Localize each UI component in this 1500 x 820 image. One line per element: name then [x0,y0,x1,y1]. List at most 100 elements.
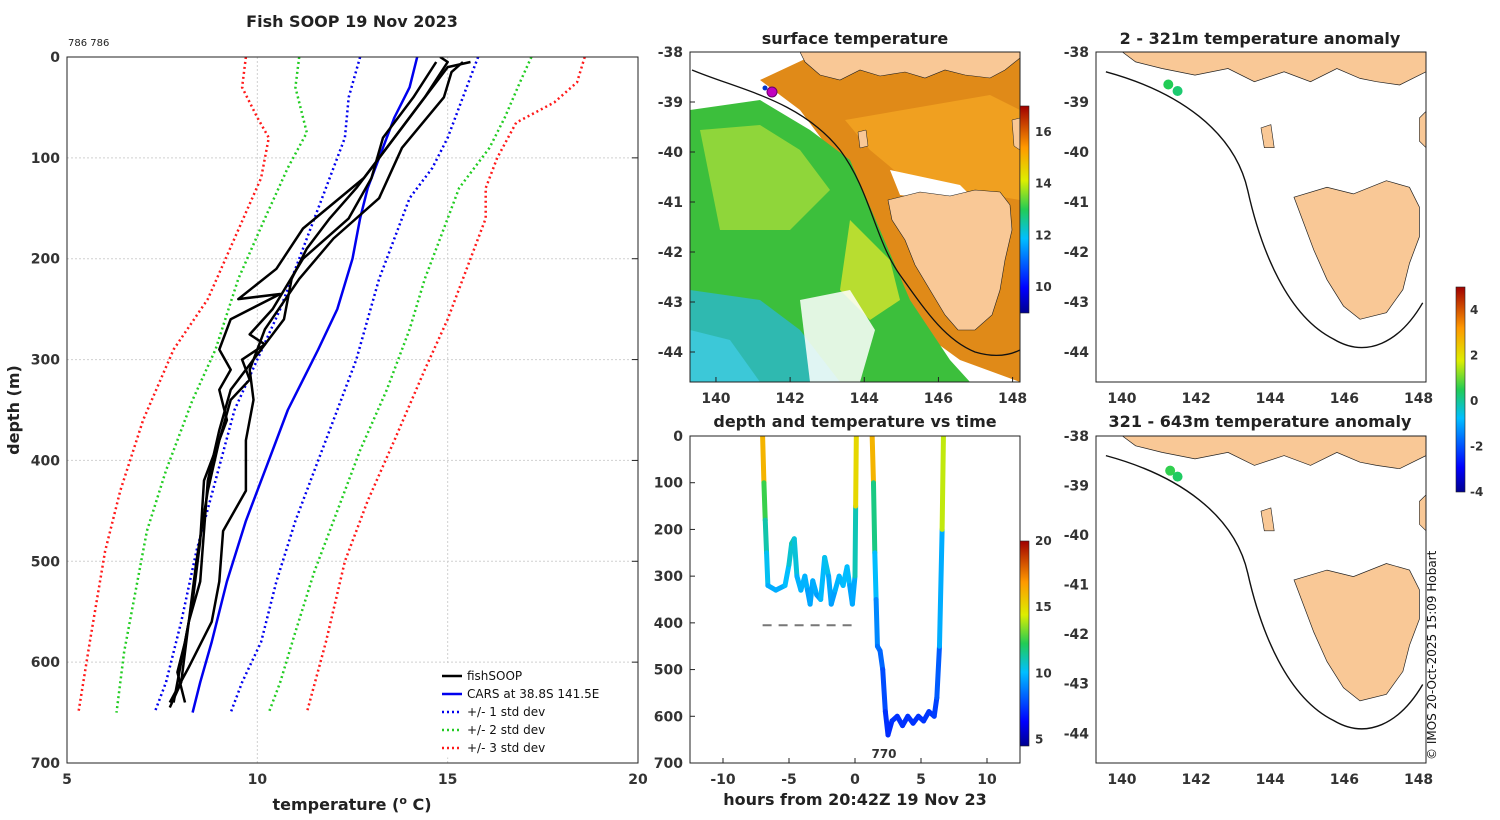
dt-track-segment [934,643,942,701]
legend-label-cars: CARS at 38.8S 141.5E [467,687,599,701]
depth-time-colorbar [1019,540,1030,747]
anom-shallow-flinders-island [1419,110,1427,149]
dt-track-segment [762,517,770,556]
anom-deep-ytick-label: -41 [1064,578,1089,594]
dt-ytick-label: 100 [654,476,683,492]
profile-series-group [77,57,586,714]
depth-time-annotation: 770 [871,747,896,761]
sst-ytick-label: -41 [658,195,683,211]
dt-xtick-label: 0 [850,772,860,788]
profile-ytick-label: 400 [31,453,60,469]
anom-cb-label: -2 [1470,439,1483,453]
dt-xtick-label: 10 [977,772,997,788]
profile-grid [66,56,639,764]
dt-ytick-label: 0 [673,429,683,445]
profile-xtick-label: 10 [248,772,268,788]
sst-tasmania [887,189,1013,331]
profile-ytick-label: 100 [31,151,60,167]
anom-deep-xtick-label: 148 [1404,772,1433,788]
dt-track-segment [761,480,768,523]
anom-deep-flinders-island [1419,494,1427,532]
profile-legend: fishSOOP CARS at 38.8S 141.5E +/- 1 std … [435,664,633,758]
legend-label-2std: +/- 2 std dev [467,723,545,737]
anom-shallow-ytick-label: -40 [1064,145,1090,161]
dt-cb-label: 20 [1035,534,1052,548]
anom-deep-king-island [1260,507,1275,532]
anom-shallow-axes-box [1095,51,1427,383]
dt-xtick-label: -10 [710,772,736,788]
legend-label-3std: +/- 3 std dev [467,741,545,755]
anom-shallow-xtick-label: 146 [1330,391,1359,407]
dt-track-segment [877,648,886,673]
dt-ytick-label: 500 [654,663,683,679]
anom-shallow-king-island [1260,124,1275,148]
sst-cb-label: 14 [1035,177,1052,191]
dt-track-segment [760,436,767,486]
dt-xtick-label: 5 [916,772,926,788]
anom-shallow-ytick-label: -39 [1064,95,1089,111]
sst-cooler-zone [690,330,760,382]
sst-warm-patch [845,95,1020,200]
depth-time-xlabel: hours from 20:42Z 19 Nov 23 [723,790,986,809]
profile-xtick-label: 5 [62,772,72,788]
depth-time-colorbar-ticks: 5 10 15 20 [1035,534,1052,746]
anom-deep-mainland [1121,435,1427,470]
dt-track-segment [870,480,878,556]
sst-map-panel: surface temperature [658,29,1052,407]
profile-series--3-std-dev [77,57,271,713]
dt-track-segment [791,536,800,579]
dt-track-segment [782,561,792,588]
dt-track-segment [852,503,859,579]
anom-deep-xtick-label: 144 [1256,772,1285,788]
dt-track-segment [939,436,946,532]
anom-deep-xtick-label: 146 [1330,772,1359,788]
anom-shallow-ytick-label: -44 [1064,345,1090,361]
depth-time-panel: depth and temperature vs time -10 -5 0 5 100… [654,412,1052,809]
dt-ytick-label: 700 [654,756,683,772]
anom-shallow-anomaly-point [1163,79,1174,90]
depth-time-series [760,436,946,738]
anom-shallow-map: 140 142 144 146 148 -38 -39 -40 -41 -42 -43 -44 [1064,45,1433,407]
anom-cb-label: -4 [1470,485,1483,499]
dt-track-segment [786,540,795,567]
sst-cb-label: 16 [1035,125,1052,139]
anom-shallow-anomaly-point [1172,86,1183,96]
anom-deep-xtick-label: 140 [1107,772,1136,788]
dt-cb-label: 5 [1035,732,1043,746]
dt-cb-label: 15 [1035,600,1052,614]
dt-track-segment [936,526,945,649]
anom-shallow-title: 2 - 321m temperature anomaly [1120,29,1401,48]
dt-ytick-label: 300 [654,569,683,585]
sst-shelf-contour [691,69,1020,356]
anomaly-colorbar-ticks: 4 2 0 -2 -4 [1470,303,1483,499]
sst-mainland [799,52,1020,81]
sst-xtick-label: 146 [924,391,953,407]
sst-cb-label: 10 [1035,280,1052,294]
anom-deep-tasmania [1293,563,1420,702]
sst-ytick-label: -40 [658,145,684,161]
profile-ytick-label: 600 [31,655,60,671]
anom-deep-shelf-contour [1105,454,1424,730]
profile-series-fishsoop-cast-3 [176,60,471,703]
anom-deep-xtick-label: 142 [1181,772,1210,788]
anom-shallow-xtick-label: 142 [1181,391,1210,407]
profile-series--2-std-dev [267,57,533,714]
anom-shallow-xtick-label: 144 [1256,391,1285,407]
anomaly-shallow-panel: 2 - 321m temperature anomaly 140 142 144 14… [1064,29,1433,407]
dt-ytick-label: 600 [654,709,683,725]
anom-cb-label: 2 [1470,348,1478,362]
dt-track-segment [869,436,876,486]
sst-colorbar [1019,105,1030,314]
anom-deep-anomaly-point [1165,465,1176,476]
sst-title: surface temperature [762,29,949,48]
copyright-label: © IMOS 20-Oct-2025 15:09 Hobart [1425,550,1439,760]
dt-track-segment [931,695,940,719]
dt-ytick-label: 400 [654,616,683,632]
anomaly-deep-panel: 321 - 643m temperature anomaly 140 142 144… [1064,412,1433,788]
anom-deep-ytick-label: -44 [1064,726,1090,742]
sst-ytick-label: -42 [658,245,683,261]
profile-ylabel: depth (m) [4,365,23,455]
anom-shallow-ytick-label: -42 [1064,245,1089,261]
